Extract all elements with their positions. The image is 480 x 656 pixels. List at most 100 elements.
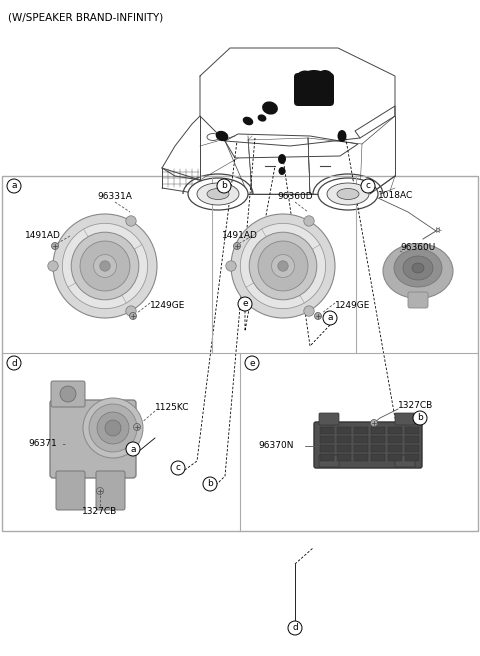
Bar xyxy=(388,427,402,434)
Bar xyxy=(405,445,419,452)
Bar xyxy=(337,427,351,434)
Text: e: e xyxy=(249,358,255,367)
Bar xyxy=(354,445,368,452)
Bar xyxy=(354,454,368,461)
Bar xyxy=(320,436,334,443)
Text: 1249GE: 1249GE xyxy=(335,302,371,310)
Ellipse shape xyxy=(337,188,359,199)
Circle shape xyxy=(100,261,110,271)
Bar xyxy=(405,454,419,461)
Text: 1491AD: 1491AD xyxy=(25,232,61,241)
Text: 96360U: 96360U xyxy=(400,243,435,253)
Bar xyxy=(320,427,334,434)
Circle shape xyxy=(96,487,104,495)
FancyBboxPatch shape xyxy=(294,73,334,106)
Ellipse shape xyxy=(216,131,228,141)
Ellipse shape xyxy=(278,154,286,164)
Text: a: a xyxy=(327,314,333,323)
Ellipse shape xyxy=(383,243,453,298)
Ellipse shape xyxy=(258,114,266,121)
Bar xyxy=(405,427,419,434)
Circle shape xyxy=(130,312,136,319)
Bar xyxy=(354,436,368,443)
Circle shape xyxy=(133,424,141,430)
Circle shape xyxy=(238,297,252,311)
Bar xyxy=(354,427,368,434)
Bar xyxy=(371,454,385,461)
Text: a: a xyxy=(130,445,136,453)
Ellipse shape xyxy=(327,183,369,205)
Circle shape xyxy=(226,261,236,271)
FancyBboxPatch shape xyxy=(51,381,85,407)
Ellipse shape xyxy=(412,263,424,273)
Ellipse shape xyxy=(262,102,278,115)
Text: b: b xyxy=(417,413,423,422)
Ellipse shape xyxy=(243,117,253,125)
Circle shape xyxy=(272,255,294,277)
Text: c: c xyxy=(365,182,371,190)
Text: e: e xyxy=(242,300,248,308)
Text: a: a xyxy=(11,182,17,190)
Bar xyxy=(337,454,351,461)
Circle shape xyxy=(62,223,148,308)
Bar xyxy=(405,436,419,443)
Circle shape xyxy=(89,404,137,452)
Text: 96331A: 96331A xyxy=(97,192,132,201)
Circle shape xyxy=(48,261,58,271)
Circle shape xyxy=(249,232,317,300)
Ellipse shape xyxy=(188,178,248,210)
Bar xyxy=(2,176,478,531)
Ellipse shape xyxy=(207,134,219,140)
Circle shape xyxy=(126,442,140,456)
Circle shape xyxy=(171,461,185,475)
Circle shape xyxy=(203,477,217,491)
Ellipse shape xyxy=(296,70,314,85)
Bar xyxy=(337,445,351,452)
Circle shape xyxy=(217,179,231,193)
Circle shape xyxy=(231,214,335,318)
Circle shape xyxy=(97,412,129,444)
Circle shape xyxy=(245,356,259,370)
Bar xyxy=(371,445,385,452)
Circle shape xyxy=(94,255,117,277)
Bar xyxy=(388,454,402,461)
FancyBboxPatch shape xyxy=(319,413,339,425)
Circle shape xyxy=(258,241,308,291)
Text: b: b xyxy=(221,182,227,190)
Text: (W/SPEAKER BRAND-INFINITY): (W/SPEAKER BRAND-INFINITY) xyxy=(8,13,163,23)
FancyBboxPatch shape xyxy=(314,422,422,468)
Bar xyxy=(320,445,334,452)
Ellipse shape xyxy=(297,70,332,98)
FancyBboxPatch shape xyxy=(408,292,428,308)
Circle shape xyxy=(71,232,139,300)
Text: 1125KC: 1125KC xyxy=(155,403,190,413)
Circle shape xyxy=(233,243,240,249)
Ellipse shape xyxy=(394,249,442,287)
Text: d: d xyxy=(292,623,298,632)
Circle shape xyxy=(53,214,157,318)
Bar xyxy=(371,427,385,434)
Circle shape xyxy=(413,411,427,425)
FancyBboxPatch shape xyxy=(50,400,136,478)
Text: 1249GE: 1249GE xyxy=(150,302,185,310)
Text: 1018AC: 1018AC xyxy=(378,192,413,201)
Circle shape xyxy=(7,179,21,193)
Text: 96370N: 96370N xyxy=(258,441,293,451)
Bar xyxy=(337,436,351,443)
FancyBboxPatch shape xyxy=(395,455,415,467)
Ellipse shape xyxy=(207,188,229,199)
Text: 1491AD: 1491AD xyxy=(222,232,258,241)
Circle shape xyxy=(288,621,302,635)
Circle shape xyxy=(323,311,337,325)
Circle shape xyxy=(314,312,322,319)
Circle shape xyxy=(105,420,121,436)
Circle shape xyxy=(304,306,314,316)
Text: c: c xyxy=(176,464,180,472)
Ellipse shape xyxy=(197,183,239,205)
Text: 96360D: 96360D xyxy=(277,192,313,201)
Circle shape xyxy=(80,241,130,291)
Text: 1327CB: 1327CB xyxy=(83,506,118,516)
Circle shape xyxy=(60,386,76,402)
Ellipse shape xyxy=(278,167,286,175)
Ellipse shape xyxy=(317,70,333,82)
